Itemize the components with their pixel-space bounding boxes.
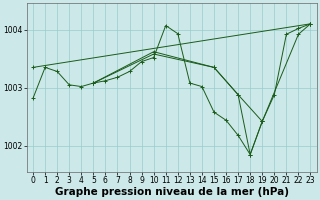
X-axis label: Graphe pression niveau de la mer (hPa): Graphe pression niveau de la mer (hPa) (55, 187, 289, 197)
